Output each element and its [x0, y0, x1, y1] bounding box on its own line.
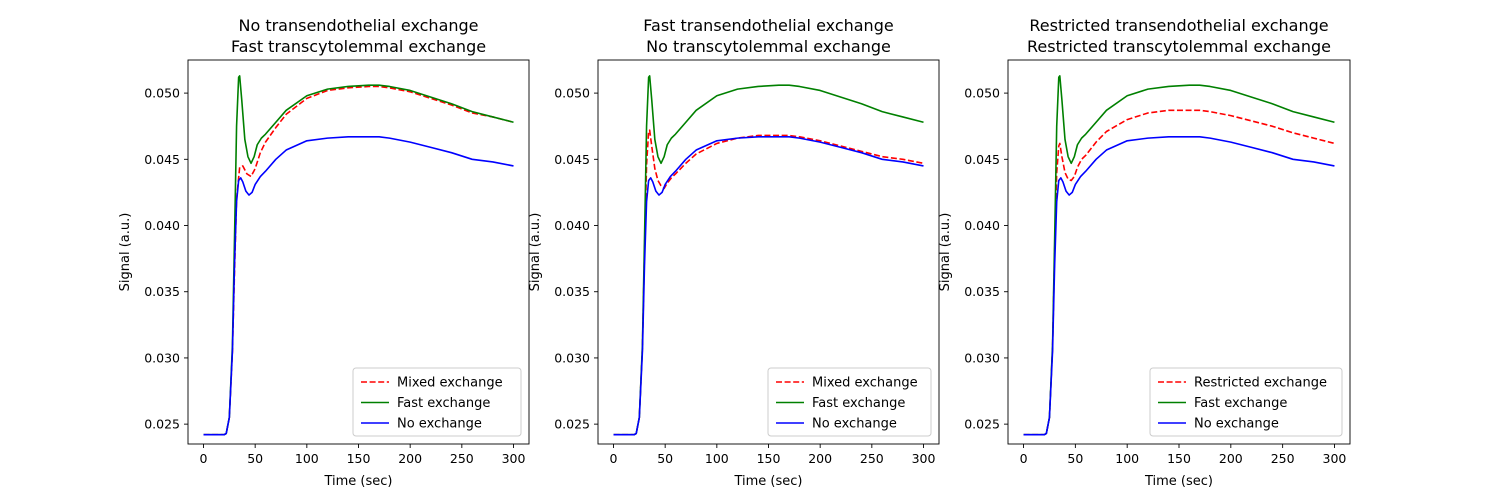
x-tick-label: 0	[1020, 451, 1028, 466]
chart-panel-2: Fast transendothelial exchange No transcy…	[528, 16, 940, 489]
legend-label: Fast exchange	[1194, 396, 1287, 411]
chart-title-line: Fast transcytolemmal exchange	[231, 37, 486, 56]
y-tick-label: 0.045	[554, 152, 590, 167]
plot-area	[1023, 75, 1335, 436]
legend-label: No exchange	[1194, 417, 1279, 432]
x-tick-label: 50	[657, 451, 673, 466]
x-tick-label: 0	[200, 451, 208, 466]
chart-title-line: No transendothelial exchange	[238, 16, 478, 35]
x-tick-label: 150	[1167, 451, 1191, 466]
x-tick-label: 300	[1323, 451, 1347, 466]
plot-area	[613, 75, 924, 436]
legend-label: Fast exchange	[812, 396, 905, 411]
y-tick-label: 0.025	[554, 417, 590, 432]
series-line-fast-exchange	[203, 75, 514, 436]
y-axis-label: Signal (a.u.)	[938, 213, 953, 292]
legend-box	[767, 367, 932, 437]
x-tick-label: 150	[757, 451, 781, 466]
y-tick-label: 0.030	[964, 350, 1000, 365]
x-tick-label: 250	[450, 451, 474, 466]
series-line-fast-exchange	[613, 75, 924, 436]
legend-box	[352, 367, 522, 437]
legend-label: No exchange	[397, 417, 482, 432]
x-tick-label: 100	[295, 451, 319, 466]
x-tick-label: 150	[347, 451, 371, 466]
chart-title: Fast transendothelial exchange No transcy…	[643, 16, 893, 56]
legend-box	[1149, 367, 1343, 437]
series-line-mixed-exchange	[613, 129, 924, 436]
x-tick-label: 100	[705, 451, 729, 466]
y-tick-label: 0.050	[144, 86, 180, 101]
y-tick-label: 0.025	[144, 417, 180, 432]
chart-title-line: Fast transendothelial exchange	[643, 16, 893, 35]
x-tick-label: 300	[502, 451, 526, 466]
chart-title-line: Restricted transendothelial exchange	[1029, 16, 1328, 35]
y-tick-label: 0.030	[554, 350, 590, 365]
x-tick-label: 50	[1067, 451, 1083, 466]
y-tick-label: 0.040	[144, 218, 180, 233]
x-tick-label: 200	[1219, 451, 1243, 466]
x-tick-label: 100	[1115, 451, 1139, 466]
series-line-restricted-exchange	[1023, 109, 1335, 436]
plot-area	[203, 75, 514, 436]
y-axis-label: Signal (a.u.)	[118, 213, 133, 292]
y-tick-label: 0.040	[554, 218, 590, 233]
legend-label: Fast exchange	[397, 396, 490, 411]
x-axis-label: Time (sec)	[733, 474, 802, 489]
legend: Mixed exchange Fast exchange No exchange	[352, 367, 522, 437]
y-tick-label: 0.050	[554, 86, 590, 101]
chart-title-line: Restricted transcytolemmal exchange	[1027, 37, 1331, 56]
y-tick-label: 0.045	[964, 152, 1000, 167]
legend-label: No exchange	[812, 417, 897, 432]
series-line-fast-exchange	[1023, 75, 1335, 436]
x-tick-label: 250	[860, 451, 884, 466]
chart-title-line: No transcytolemmal exchange	[646, 37, 891, 56]
chart-title: No transendothelial exchange Fast transcy…	[231, 16, 486, 56]
y-tick-label: 0.035	[964, 284, 1000, 299]
x-tick-label: 200	[808, 451, 832, 466]
y-axis-label: Signal (a.u.)	[528, 213, 543, 292]
x-tick-label: 50	[247, 451, 263, 466]
y-tick-label: 0.035	[144, 284, 180, 299]
y-tick-label: 0.050	[964, 86, 1000, 101]
x-axis-label: Time (sec)	[323, 474, 392, 489]
y-tick-label: 0.040	[964, 218, 1000, 233]
legend-label: Restricted exchange	[1194, 376, 1327, 391]
y-tick-label: 0.045	[144, 152, 180, 167]
x-tick-label: 250	[1271, 451, 1295, 466]
series-line-no-exchange	[613, 136, 924, 436]
x-axis-label: Time (sec)	[1144, 474, 1213, 489]
series-line-mixed-exchange	[203, 85, 514, 436]
chart-title: Restricted transendothelial exchange Rest…	[1027, 16, 1331, 56]
chart-panel-3: Restricted transendothelial exchange Rest…	[938, 16, 1351, 489]
y-tick-label: 0.030	[144, 350, 180, 365]
x-tick-label: 0	[610, 451, 618, 466]
y-tick-label: 0.025	[964, 417, 1000, 432]
legend: Restricted exchange Fast exchange No excha…	[1149, 367, 1343, 437]
series-line-no-exchange	[1023, 136, 1335, 436]
series-line-no-exchange	[203, 136, 514, 436]
chart-panel-1: No transendothelial exchange Fast transcy…	[118, 16, 530, 489]
legend-label: Mixed exchange	[812, 376, 918, 391]
legend: Mixed exchange Fast exchange No exchange	[767, 367, 932, 437]
y-tick-label: 0.035	[554, 284, 590, 299]
legend-label: Mixed exchange	[397, 376, 503, 391]
x-tick-label: 300	[912, 451, 936, 466]
x-tick-label: 200	[398, 451, 422, 466]
